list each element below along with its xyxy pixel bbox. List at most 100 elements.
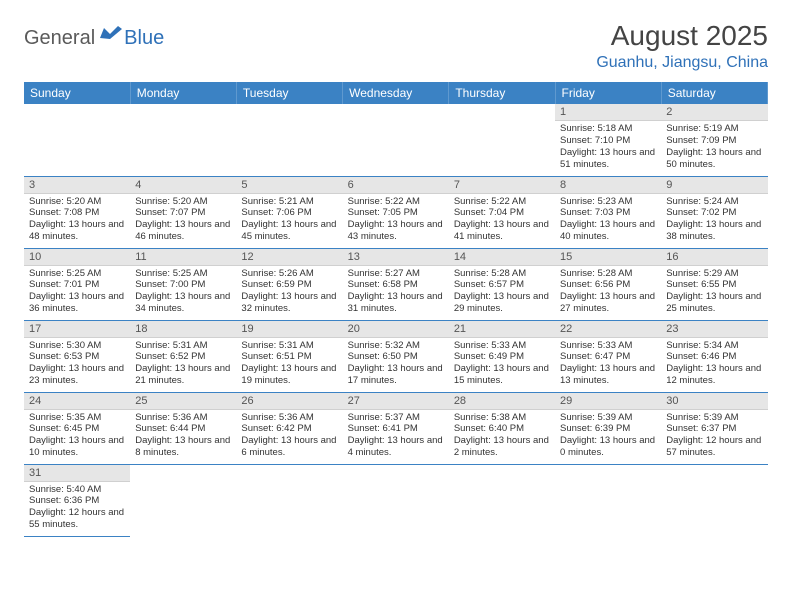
day-data: Sunrise: 5:35 AMSunset: 6:45 PMDaylight:… — [24, 410, 130, 463]
calendar-cell: 11Sunrise: 5:25 AMSunset: 7:00 PMDayligh… — [130, 248, 236, 320]
calendar-cell: 9Sunrise: 5:24 AMSunset: 7:02 PMDaylight… — [661, 176, 767, 248]
calendar-table: SundayMondayTuesdayWednesdayThursdayFrid… — [24, 82, 768, 537]
calendar-cell: 23Sunrise: 5:34 AMSunset: 6:46 PMDayligh… — [661, 320, 767, 392]
calendar-cell — [130, 464, 236, 536]
day-data: Sunrise: 5:28 AMSunset: 6:56 PMDaylight:… — [555, 266, 661, 319]
calendar-cell — [449, 464, 555, 536]
calendar-cell — [24, 104, 130, 176]
day-data: Sunrise: 5:25 AMSunset: 7:01 PMDaylight:… — [24, 266, 130, 319]
calendar-cell: 1Sunrise: 5:18 AMSunset: 7:10 PMDaylight… — [555, 104, 661, 176]
day-data: Sunrise: 5:19 AMSunset: 7:09 PMDaylight:… — [661, 121, 767, 174]
logo-text-general: General — [24, 27, 95, 50]
day-data: Sunrise: 5:40 AMSunset: 6:36 PMDaylight:… — [24, 482, 130, 535]
day-data: Sunrise: 5:33 AMSunset: 6:49 PMDaylight:… — [449, 338, 555, 391]
day-data: Sunrise: 5:32 AMSunset: 6:50 PMDaylight:… — [343, 338, 449, 391]
day-data: Sunrise: 5:29 AMSunset: 6:55 PMDaylight:… — [661, 266, 767, 319]
calendar-cell: 14Sunrise: 5:28 AMSunset: 6:57 PMDayligh… — [449, 248, 555, 320]
calendar-cell: 18Sunrise: 5:31 AMSunset: 6:52 PMDayligh… — [130, 320, 236, 392]
calendar-cell — [555, 464, 661, 536]
day-number: 11 — [130, 249, 236, 266]
calendar-cell — [343, 104, 449, 176]
day-number: 1 — [555, 104, 661, 121]
day-number: 8 — [555, 177, 661, 194]
day-number: 17 — [24, 321, 130, 338]
day-number: 19 — [236, 321, 342, 338]
day-number: 13 — [343, 249, 449, 266]
calendar-cell: 4Sunrise: 5:20 AMSunset: 7:07 PMDaylight… — [130, 176, 236, 248]
calendar-cell: 26Sunrise: 5:36 AMSunset: 6:42 PMDayligh… — [236, 392, 342, 464]
calendar-cell: 24Sunrise: 5:35 AMSunset: 6:45 PMDayligh… — [24, 392, 130, 464]
weekday-header: Wednesday — [343, 82, 449, 104]
day-data: Sunrise: 5:39 AMSunset: 6:37 PMDaylight:… — [661, 410, 767, 463]
month-title: August 2025 — [596, 20, 768, 52]
day-number: 29 — [555, 393, 661, 410]
day-number: 10 — [24, 249, 130, 266]
calendar-cell: 12Sunrise: 5:26 AMSunset: 6:59 PMDayligh… — [236, 248, 342, 320]
day-data: Sunrise: 5:22 AMSunset: 7:05 PMDaylight:… — [343, 194, 449, 247]
day-number: 4 — [130, 177, 236, 194]
day-data: Sunrise: 5:36 AMSunset: 6:42 PMDaylight:… — [236, 410, 342, 463]
weekday-header: Tuesday — [236, 82, 342, 104]
day-number: 20 — [343, 321, 449, 338]
calendar-cell — [236, 464, 342, 536]
day-data: Sunrise: 5:22 AMSunset: 7:04 PMDaylight:… — [449, 194, 555, 247]
weekday-header: Friday — [555, 82, 661, 104]
day-data: Sunrise: 5:18 AMSunset: 7:10 PMDaylight:… — [555, 121, 661, 174]
day-data: Sunrise: 5:33 AMSunset: 6:47 PMDaylight:… — [555, 338, 661, 391]
day-number: 12 — [236, 249, 342, 266]
day-number: 23 — [661, 321, 767, 338]
calendar-cell — [449, 104, 555, 176]
calendar-cell — [661, 464, 767, 536]
calendar-body: 1Sunrise: 5:18 AMSunset: 7:10 PMDaylight… — [24, 104, 768, 536]
calendar-page: General Blue August 2025 Guanhu, Jiangsu… — [0, 0, 792, 557]
day-number: 6 — [343, 177, 449, 194]
calendar-cell: 19Sunrise: 5:31 AMSunset: 6:51 PMDayligh… — [236, 320, 342, 392]
calendar-cell: 15Sunrise: 5:28 AMSunset: 6:56 PMDayligh… — [555, 248, 661, 320]
day-number: 3 — [24, 177, 130, 194]
weekday-header: Thursday — [449, 82, 555, 104]
day-number: 26 — [236, 393, 342, 410]
calendar-cell: 27Sunrise: 5:37 AMSunset: 6:41 PMDayligh… — [343, 392, 449, 464]
day-data: Sunrise: 5:23 AMSunset: 7:03 PMDaylight:… — [555, 194, 661, 247]
day-number: 16 — [661, 249, 767, 266]
calendar-cell — [343, 464, 449, 536]
day-number: 14 — [449, 249, 555, 266]
day-data: Sunrise: 5:30 AMSunset: 6:53 PMDaylight:… — [24, 338, 130, 391]
day-data: Sunrise: 5:21 AMSunset: 7:06 PMDaylight:… — [236, 194, 342, 247]
title-block: August 2025 Guanhu, Jiangsu, China — [596, 20, 768, 72]
weekday-header: Monday — [130, 82, 236, 104]
weekday-header: Saturday — [661, 82, 767, 104]
day-data: Sunrise: 5:37 AMSunset: 6:41 PMDaylight:… — [343, 410, 449, 463]
calendar-cell: 30Sunrise: 5:39 AMSunset: 6:37 PMDayligh… — [661, 392, 767, 464]
weekday-header: Sunday — [24, 82, 130, 104]
day-data: Sunrise: 5:31 AMSunset: 6:52 PMDaylight:… — [130, 338, 236, 391]
day-number: 27 — [343, 393, 449, 410]
day-data: Sunrise: 5:27 AMSunset: 6:58 PMDaylight:… — [343, 266, 449, 319]
calendar-cell: 31Sunrise: 5:40 AMSunset: 6:36 PMDayligh… — [24, 464, 130, 536]
day-number: 5 — [236, 177, 342, 194]
calendar-cell: 16Sunrise: 5:29 AMSunset: 6:55 PMDayligh… — [661, 248, 767, 320]
day-number: 21 — [449, 321, 555, 338]
day-data: Sunrise: 5:25 AMSunset: 7:00 PMDaylight:… — [130, 266, 236, 319]
day-number: 7 — [449, 177, 555, 194]
logo-text-blue: Blue — [124, 27, 164, 50]
logo: General Blue — [24, 20, 164, 51]
day-data: Sunrise: 5:38 AMSunset: 6:40 PMDaylight:… — [449, 410, 555, 463]
calendar-cell: 22Sunrise: 5:33 AMSunset: 6:47 PMDayligh… — [555, 320, 661, 392]
calendar-cell: 20Sunrise: 5:32 AMSunset: 6:50 PMDayligh… — [343, 320, 449, 392]
calendar-cell: 13Sunrise: 5:27 AMSunset: 6:58 PMDayligh… — [343, 248, 449, 320]
day-number: 31 — [24, 465, 130, 482]
day-data: Sunrise: 5:28 AMSunset: 6:57 PMDaylight:… — [449, 266, 555, 319]
day-number: 9 — [661, 177, 767, 194]
calendar-cell: 25Sunrise: 5:36 AMSunset: 6:44 PMDayligh… — [130, 392, 236, 464]
day-data: Sunrise: 5:31 AMSunset: 6:51 PMDaylight:… — [236, 338, 342, 391]
day-data: Sunrise: 5:39 AMSunset: 6:39 PMDaylight:… — [555, 410, 661, 463]
calendar-cell: 8Sunrise: 5:23 AMSunset: 7:03 PMDaylight… — [555, 176, 661, 248]
calendar-cell: 6Sunrise: 5:22 AMSunset: 7:05 PMDaylight… — [343, 176, 449, 248]
day-data: Sunrise: 5:24 AMSunset: 7:02 PMDaylight:… — [661, 194, 767, 247]
day-data: Sunrise: 5:20 AMSunset: 7:08 PMDaylight:… — [24, 194, 130, 247]
header: General Blue August 2025 Guanhu, Jiangsu… — [24, 20, 768, 72]
day-data: Sunrise: 5:20 AMSunset: 7:07 PMDaylight:… — [130, 194, 236, 247]
calendar-cell: 10Sunrise: 5:25 AMSunset: 7:01 PMDayligh… — [24, 248, 130, 320]
day-number: 24 — [24, 393, 130, 410]
